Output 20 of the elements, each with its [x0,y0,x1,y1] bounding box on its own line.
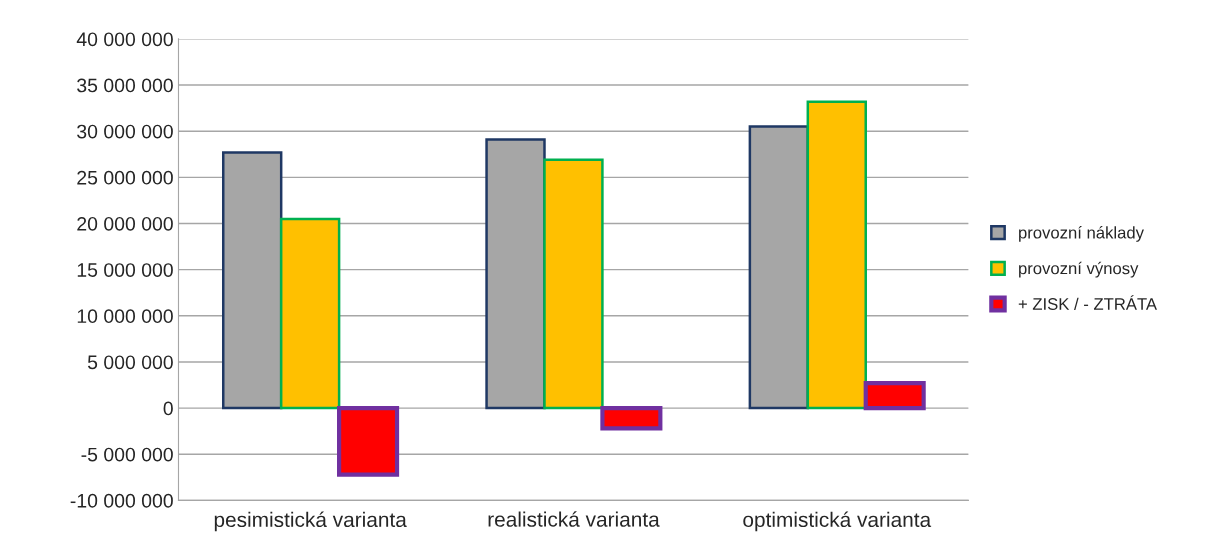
x-tick-label: realistická varianta [488,511,660,527]
bar [279,217,341,410]
y-tick-label: -10 000 000 [70,493,173,508]
y-tick-label: 10 000 000 [77,309,173,324]
y-tick-label: 0 [163,401,173,416]
y-tick-label: 25 000 000 [77,170,173,185]
y-tick-label: 20 000 000 [77,216,173,231]
y-tick-label: 30 000 000 [77,124,173,139]
y-tick-label: 15 000 000 [77,263,173,277]
bar [543,158,604,410]
y-tick-label: -5 000 000 [81,447,173,462]
y-tick-label: 40 000 000 [76,32,173,47]
x-tick-label: optimistická varianta [743,511,932,532]
y-tick-label: 35 000 000 [77,78,173,93]
legend-label: + ZISK / - ZTRÁTA [1018,295,1158,310]
legend-label: provozní výnosy [1019,261,1139,278]
bar [806,100,867,410]
y-tick-label: 5 000 000 [87,355,173,370]
x-tick-label: pesimistická varianta [214,511,407,532]
legend-label: provozní náklady [1019,226,1144,242]
